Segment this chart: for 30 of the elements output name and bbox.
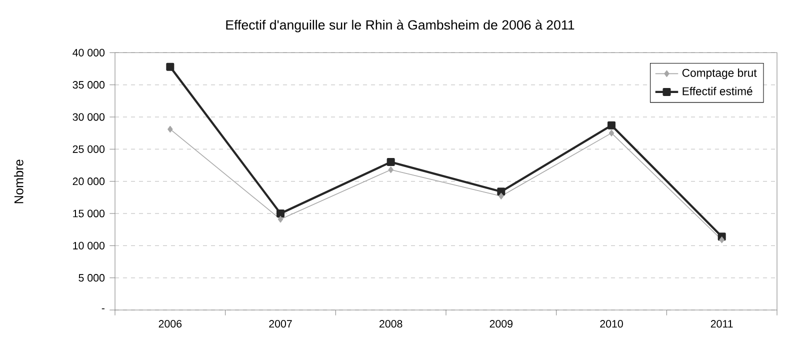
point [276,209,285,218]
point [388,166,394,174]
y-tick-label: - [102,308,104,310]
point [386,158,395,166]
point [608,121,616,130]
point [168,126,173,133]
y-axis-title: Nombre [14,160,24,204]
point [166,62,174,71]
legend-label: Comptage brut [682,68,757,80]
legend-label: Effectif estimé [682,86,752,96]
x-tick-label: 2010 [600,320,623,328]
y-tick-label: 10 000 [73,242,105,250]
y-tick-label: 35 000 [72,81,105,89]
point [498,192,504,200]
point [497,188,506,196]
y-tick-label: 20 000 [72,178,105,186]
x-tick-label: 2011 [710,320,733,328]
y-tick-label: 15 000 [73,210,105,218]
x-tick-label: 2006 [158,320,182,328]
chart-title: Effectif d'anguille sur le Rhin à Gambsheim de 2006 à 2011 [226,20,574,32]
y-tick-label: 40 000 [72,48,105,56]
y-tick-label: 5 000 [78,274,105,282]
point [608,130,614,136]
point [278,216,284,223]
y-tick-label: 30 000 [72,113,105,121]
x-tick-label: 2009 [490,320,513,328]
point [719,236,724,244]
y-tick-label: 25 000 [72,145,105,153]
x-tick-label: 2008 [380,320,402,328]
x-tick-label: 2007 [269,320,292,328]
